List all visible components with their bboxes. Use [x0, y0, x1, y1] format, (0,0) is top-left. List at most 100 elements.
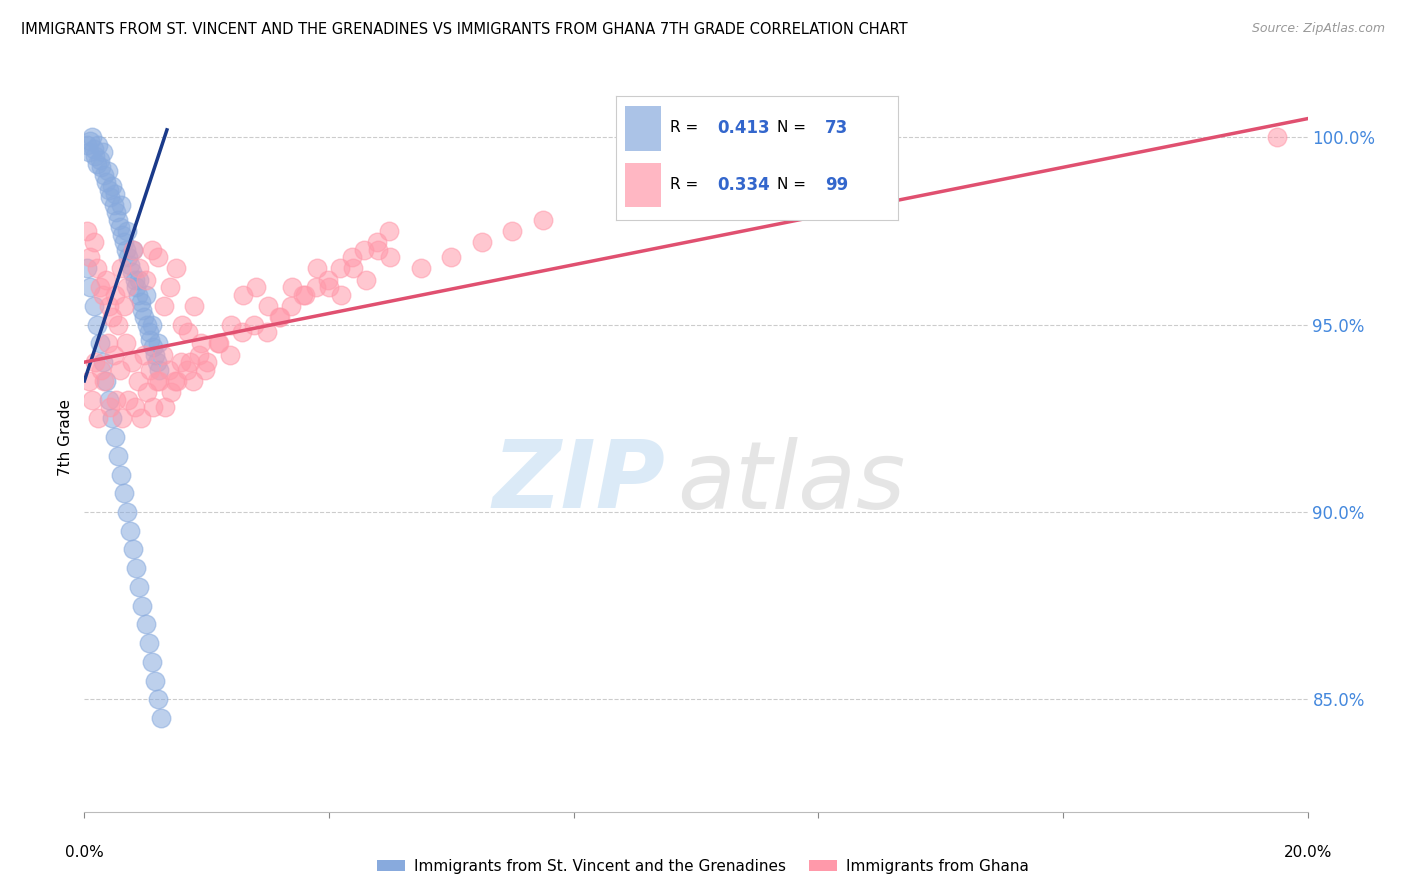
Point: [115, 505, 138, 519]
Point: [142, 340, 165, 354]
Point: [115, 280, 138, 294]
Point: [98, 190, 121, 204]
Point: [138, 636, 160, 650]
Point: [294, 287, 316, 301]
Point: [219, 348, 242, 362]
Text: atlas: atlas: [678, 436, 905, 527]
Point: [115, 336, 138, 351]
Point: [179, 355, 201, 369]
Point: [138, 325, 160, 339]
Point: [342, 261, 364, 276]
Point: [305, 261, 328, 276]
Point: [108, 362, 131, 376]
Text: IMMIGRANTS FROM ST. VINCENT AND THE GRENADINES VS IMMIGRANTS FROM GHANA 7TH GRAD: IMMIGRANTS FROM ST. VINCENT AND THE GREN…: [21, 22, 908, 37]
Point: [76, 224, 98, 238]
Point: [145, 374, 167, 388]
Point: [141, 655, 163, 669]
Point: [194, 362, 217, 376]
Point: [87, 411, 110, 425]
Point: [112, 299, 135, 313]
Point: [135, 617, 157, 632]
Point: [107, 212, 129, 227]
Point: [97, 392, 120, 407]
Point: [190, 336, 212, 351]
Point: [146, 250, 169, 264]
Point: [125, 561, 148, 575]
Point: [110, 198, 132, 212]
Point: [149, 711, 172, 725]
Point: [87, 137, 110, 152]
Point: [91, 287, 114, 301]
Point: [84, 355, 107, 369]
Text: 0.0%: 0.0%: [65, 846, 104, 861]
Point: [342, 250, 364, 264]
Point: [232, 287, 254, 301]
Point: [129, 411, 152, 425]
Point: [104, 430, 127, 444]
Point: [89, 336, 111, 351]
Point: [94, 175, 117, 189]
Point: [257, 299, 280, 313]
Point: [152, 348, 174, 362]
Point: [380, 250, 402, 264]
Point: [304, 280, 326, 294]
Point: [77, 145, 100, 160]
Point: [105, 205, 128, 219]
Point: [177, 325, 200, 339]
Point: [79, 250, 101, 264]
Point: [91, 355, 114, 369]
Point: [84, 149, 107, 163]
Point: [366, 235, 388, 250]
Point: [105, 392, 128, 407]
Point: [104, 287, 127, 301]
Point: [148, 362, 170, 376]
Point: [292, 287, 315, 301]
Point: [101, 310, 124, 325]
Point: [165, 261, 187, 276]
Point: [110, 467, 132, 482]
Point: [153, 299, 176, 313]
Point: [98, 400, 121, 414]
Point: [101, 179, 124, 194]
Point: [170, 355, 193, 369]
Point: [316, 273, 339, 287]
Point: [79, 134, 101, 148]
Point: [172, 318, 194, 332]
Point: [256, 325, 278, 339]
Point: [86, 318, 108, 332]
Point: [148, 374, 170, 388]
Point: [97, 183, 120, 197]
Point: [318, 280, 340, 294]
Point: [134, 310, 156, 325]
Point: [139, 333, 162, 347]
Point: [269, 310, 291, 325]
Point: [128, 261, 150, 276]
Point: [120, 258, 142, 272]
Point: [135, 318, 157, 332]
Point: [153, 400, 176, 414]
Text: 20.0%: 20.0%: [1284, 846, 1331, 861]
Point: [111, 227, 134, 242]
Point: [108, 220, 131, 235]
Point: [120, 524, 142, 538]
Point: [76, 261, 98, 276]
Point: [219, 318, 242, 332]
Point: [142, 400, 165, 414]
Point: [83, 142, 105, 156]
Point: [104, 186, 127, 201]
Point: [267, 310, 290, 325]
Point: [135, 273, 157, 287]
Point: [122, 243, 145, 257]
Point: [281, 280, 304, 294]
Point: [245, 280, 267, 294]
Point: [76, 137, 98, 152]
Point: [409, 261, 432, 276]
Point: [195, 355, 218, 369]
Point: [160, 385, 183, 400]
Point: [471, 235, 494, 250]
Point: [146, 336, 169, 351]
Point: [208, 336, 231, 351]
Point: [157, 362, 180, 376]
Point: [110, 261, 132, 276]
Point: [128, 273, 150, 287]
